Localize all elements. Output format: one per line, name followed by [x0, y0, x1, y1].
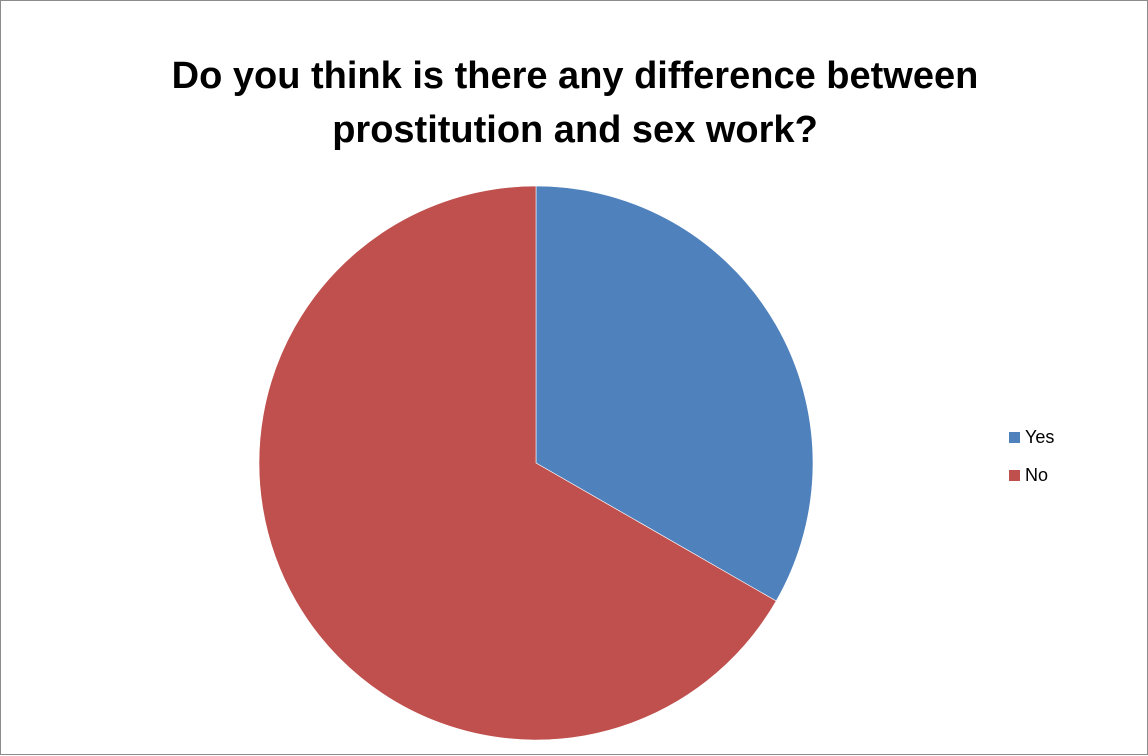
legend-label-no: No: [1025, 464, 1049, 485]
chart-title-line-1: Do you think is there any difference bet…: [171, 55, 979, 97]
legend: Yes No: [1009, 425, 1054, 501]
pie-slices: [258, 185, 814, 741]
pie-slice-no: [258, 185, 777, 741]
pie-slice-yes: [535, 185, 814, 602]
chart-title-line-2: prostitution and sex work?: [332, 109, 818, 151]
legend-swatch-yes: [1009, 431, 1020, 443]
legend-item-yes: Yes: [1009, 425, 1054, 449]
chart-title: Do you think is there any difference bet…: [1, 49, 1148, 157]
legend-item-no: No: [1009, 463, 1054, 487]
legend-label-yes: Yes: [1025, 426, 1055, 447]
legend-swatch-no: [1009, 469, 1020, 481]
